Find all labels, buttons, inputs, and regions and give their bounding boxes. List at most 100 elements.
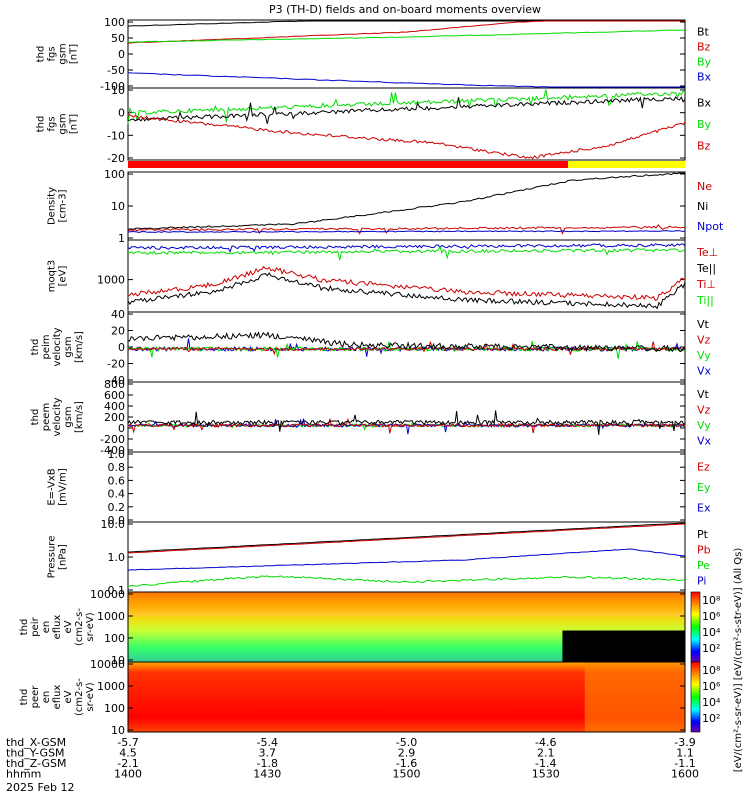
y-tick-label: 0.1	[108, 584, 126, 597]
colorbar-label: [eV/(cm²-s-sr-eV)] [eV/(cm²-s-str-eV)] (…	[733, 548, 744, 773]
y-tick-label: -20	[107, 358, 125, 371]
x-tick-label: 1.1	[676, 747, 694, 760]
y-tick-label: 400	[104, 400, 125, 413]
panel-temp: 1000 moqt3 [eV] Te⊥ Te|| Ti⊥ Ti||	[47, 239, 718, 313]
legend-pressure-1: Pb	[697, 543, 711, 556]
y-axis-label: [nPa]	[58, 544, 69, 570]
legend-density-2: Npot	[697, 220, 724, 233]
x-tick-label: 1400	[114, 768, 142, 781]
x-tick-label: -5.0	[396, 736, 417, 749]
series-trace	[127, 243, 686, 253]
y-tick-label: 0.4	[108, 488, 126, 501]
y-tick-label: -20	[107, 152, 125, 165]
x-tick-label: -1.1	[674, 757, 695, 770]
legend-fgs-3: Bx	[697, 71, 712, 84]
legend-ve-2: Vy	[697, 419, 711, 432]
series-trace	[127, 20, 685, 27]
legend-fgs_dsl-0: Bx	[697, 97, 712, 110]
y-tick-label: 20	[111, 325, 125, 338]
y-tick-label: 10	[111, 654, 125, 667]
panel-frame	[127, 451, 686, 523]
y-axis-label: gsm	[58, 43, 69, 64]
y-tick-label: 10	[111, 200, 125, 213]
series-trace	[127, 224, 686, 235]
legend-temp-1: Te||	[696, 262, 716, 275]
y-axis-label: peem	[41, 403, 52, 431]
legend-pressure-2: Pe	[697, 559, 710, 572]
y-tick-label: 0.0	[108, 514, 126, 527]
y-tick-label: -10	[107, 129, 125, 142]
y-axis-label: peim	[41, 334, 52, 359]
y-axis-label: velocity	[52, 327, 63, 366]
x-axis-row-label: thd_Y-GSM	[6, 747, 65, 760]
colorbar-tick: 10²	[702, 712, 720, 725]
x-tick-label: 3.7	[259, 747, 277, 760]
electron-spectrogram-late	[584, 662, 685, 732]
legend-pressure-3: Pi	[697, 574, 706, 587]
y-axis-label: moqt3	[47, 260, 58, 293]
y-axis-label: [eV]	[58, 266, 69, 287]
y-tick-label: 0.2	[108, 501, 126, 514]
y-tick-label: 1.0	[108, 551, 126, 564]
panel-fgs_dsl: 10 0 -10 -20 thd fgs gsm [nT] Bx By Bz	[36, 84, 712, 165]
y-axis-label: Density	[47, 187, 58, 225]
y-tick-label: -40	[107, 374, 125, 387]
y-axis-label: thd	[19, 619, 30, 636]
y-tick-label: 1000	[97, 680, 125, 693]
legend-pressure-0: Pt	[697, 528, 709, 541]
y-tick-label: -100	[100, 80, 125, 93]
ion-spectrogram-nodata	[562, 630, 685, 662]
series-trace	[127, 522, 686, 553]
y-axis-label: peir	[30, 616, 41, 636]
y-axis-label: thd	[36, 116, 47, 133]
x-tick-label: -1.8	[257, 757, 278, 770]
y-tick-label: 100	[104, 702, 125, 715]
y-tick-label: 1.0	[108, 448, 126, 461]
series-trace	[127, 417, 686, 434]
y-axis-label: (cm2-s-	[74, 608, 85, 646]
y-tick-label: 600	[104, 389, 125, 402]
colorbar-tick: 10⁸	[702, 664, 721, 677]
colorbar-tick: 10⁶	[702, 610, 721, 623]
y-axis-label: velocity	[52, 397, 63, 436]
x-axis-row-label: thd_X-GSM	[6, 736, 66, 749]
x-tick-label: -1.6	[396, 757, 417, 770]
y-tick-label: 10000	[90, 588, 125, 601]
panel-fgs: 100 50 0 -50 -100 thd fgs gsm [nT] Bt Bz By Bx	[36, 16, 712, 93]
colorbar-electron	[690, 661, 701, 733]
y-tick-label: -50	[107, 64, 125, 77]
y-axis-label: gsm	[58, 113, 69, 134]
legend-vi-2: Vy	[697, 349, 711, 362]
y-tick-label: 800	[104, 378, 125, 391]
panel-density: 100 10 1 Density [cm-3] Ne Ni Npot	[47, 168, 724, 245]
y-tick-label: 0.6	[108, 474, 126, 487]
y-tick-label: 10	[111, 724, 125, 737]
legend-fgs_dsl-1: By	[697, 118, 712, 131]
y-tick-label: 0.8	[108, 461, 126, 474]
x-tick-label: 1600	[671, 768, 699, 781]
series-trace	[127, 331, 686, 353]
colorbar-tick: 10⁸	[702, 594, 721, 607]
y-axis-label: [cm-3]	[58, 189, 69, 222]
ion-spectrogram-high	[128, 592, 685, 617]
x-tick-label: 1430	[253, 768, 281, 781]
x-tick-label: -1.4	[535, 757, 556, 770]
x-tick-label: 1530	[532, 768, 560, 781]
y-tick-label: 0	[118, 341, 125, 354]
colorbar-tick: 10⁶	[702, 680, 721, 693]
legend-fgs-2: By	[697, 56, 712, 69]
panel-efield: 1.00.80.60.40.20.0 E=-VxB [mV/m] Ez Ey Ex	[47, 448, 711, 527]
colorbar-ion	[690, 591, 701, 663]
legend-vi-0: Vt	[697, 318, 710, 331]
mode-bar-fast	[128, 161, 569, 168]
y-axis-label: eV	[63, 690, 74, 703]
panel-vi: 40 20 0 -20 -40 thd peim velocity gsm [km/s] Vt Vz V…	[30, 308, 712, 387]
y-tick-label: 10000	[90, 658, 125, 671]
legend-temp-2: Ti⊥	[696, 278, 716, 291]
panel-frame	[127, 19, 686, 89]
y-axis-label: thd	[19, 689, 30, 706]
y-axis-label: [nT]	[69, 114, 80, 134]
y-tick-label: 200	[104, 411, 125, 424]
